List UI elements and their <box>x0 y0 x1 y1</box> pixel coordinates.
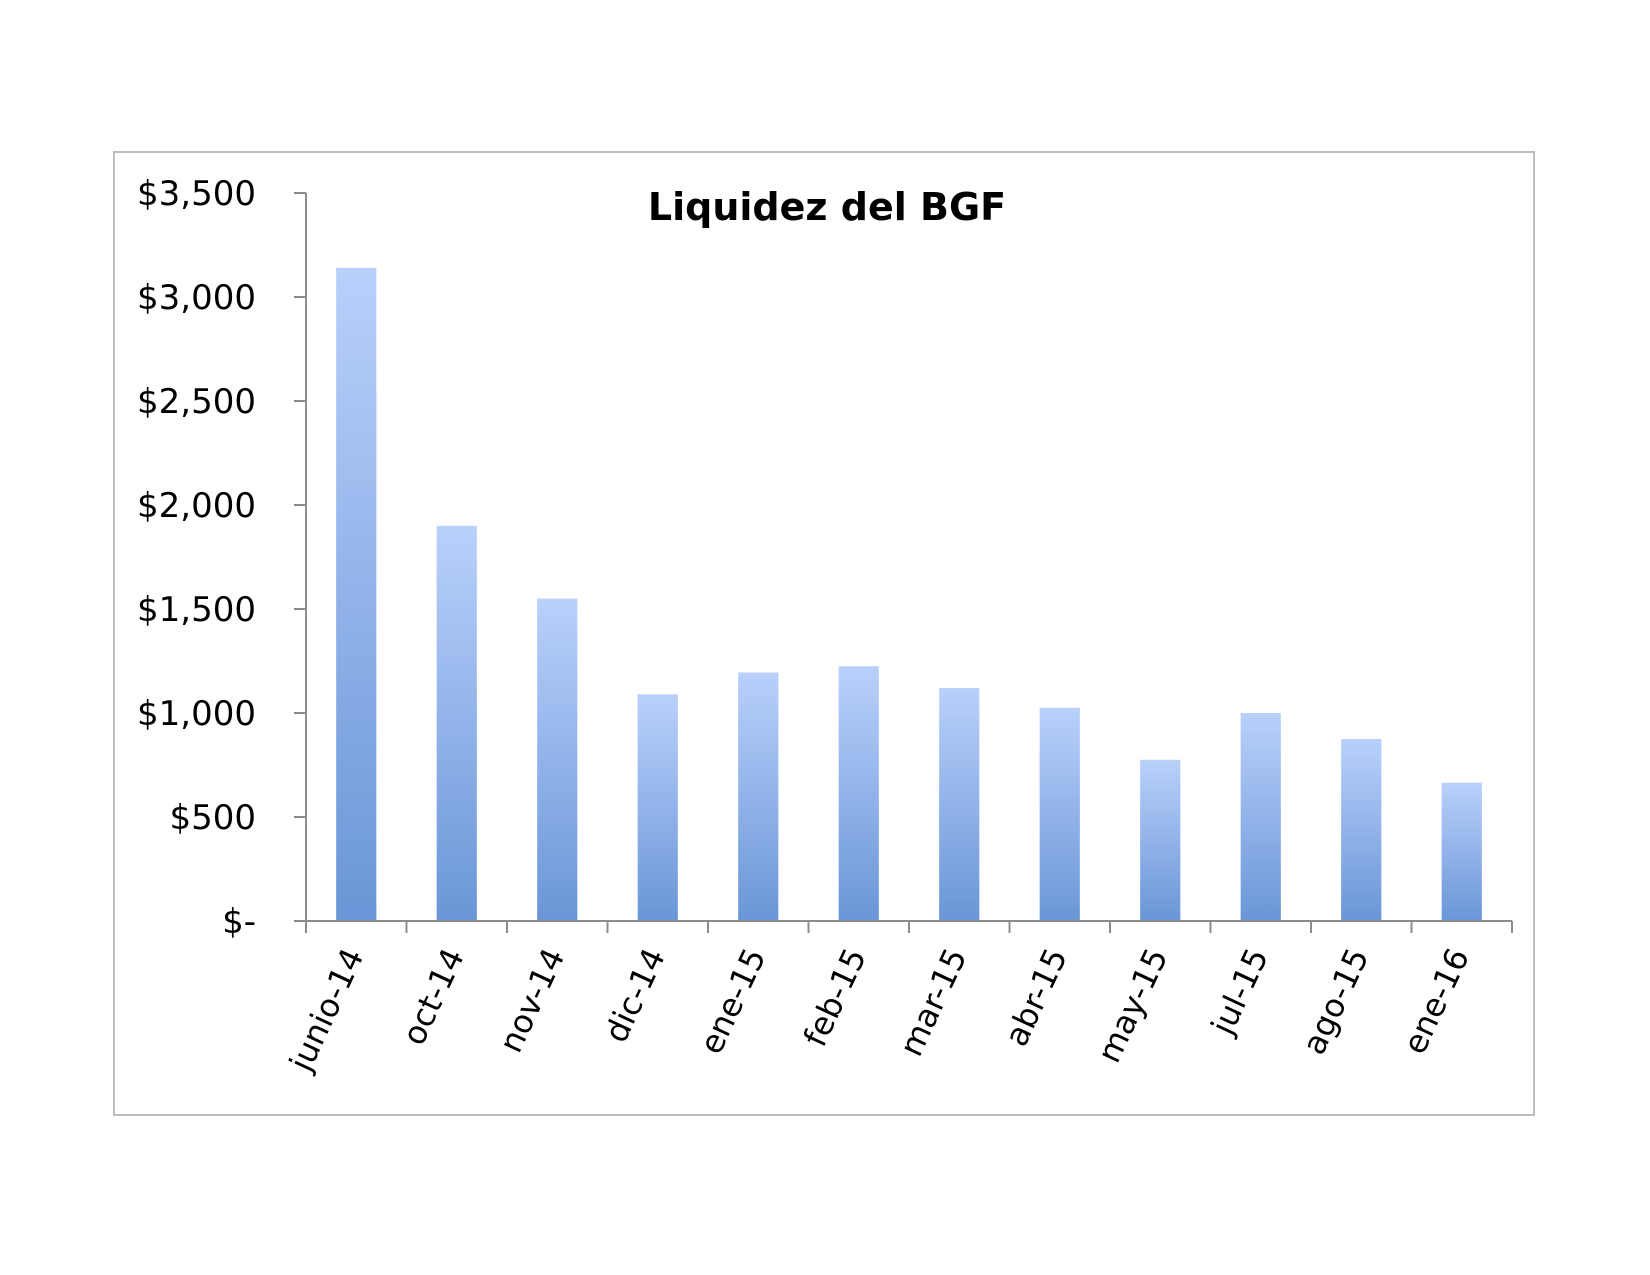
bar <box>738 672 779 921</box>
y-axis: $- $500 $1,000 $1,500 $2,000 $2,500 $3,000 $3,5… <box>137 174 307 942</box>
y-tick-label: $3,500 <box>137 174 256 214</box>
y-tick-label: $2,000 <box>137 486 256 526</box>
x-axis: junio-14 oct-14 nov-14 dic-14 ene-15 feb-15 ma… <box>281 920 1513 1078</box>
y-tick-label: $1,000 <box>137 694 256 734</box>
y-tick-label: $3,000 <box>137 278 256 318</box>
bar <box>1441 782 1482 921</box>
bar <box>637 694 678 921</box>
x-tick-label: ago-15 <box>1295 942 1377 1060</box>
y-tick-label: $- <box>222 902 256 942</box>
bar <box>939 688 980 921</box>
bar <box>537 598 578 921</box>
y-tick-label: $2,500 <box>137 382 256 422</box>
x-tick-label: jul-15 <box>1203 942 1276 1041</box>
x-tick-label: may-15 <box>1090 942 1176 1068</box>
x-tick-label: ene-16 <box>1395 942 1477 1059</box>
bar <box>336 267 377 921</box>
bar <box>1039 707 1080 921</box>
x-tick-label: abr-15 <box>997 942 1075 1052</box>
x-tick-label: dic-14 <box>597 942 673 1048</box>
bar <box>1240 713 1281 921</box>
x-tick-label: mar-15 <box>892 942 975 1062</box>
x-tick-label: junio-14 <box>281 942 371 1077</box>
x-tick-label: oct-14 <box>394 942 472 1050</box>
chart-frame: Liquidez del BGF $- $500 $1,000 $1,500 $2,00… <box>113 151 1535 1116</box>
bar <box>436 525 477 921</box>
x-tick-label: nov-14 <box>491 942 572 1058</box>
bars <box>336 267 1482 921</box>
x-tick-label: feb-15 <box>796 942 874 1052</box>
bar <box>1341 739 1382 921</box>
bar-chart: Liquidez del BGF $- $500 $1,000 $1,500 $2,00… <box>137 174 1513 1078</box>
bar <box>1140 759 1181 921</box>
y-tick-label: $1,500 <box>137 590 256 630</box>
chart-title: Liquidez del BGF <box>648 185 1006 229</box>
bar <box>838 666 879 921</box>
y-tick-label: $500 <box>169 798 256 838</box>
x-tick-label: ene-15 <box>692 942 774 1059</box>
